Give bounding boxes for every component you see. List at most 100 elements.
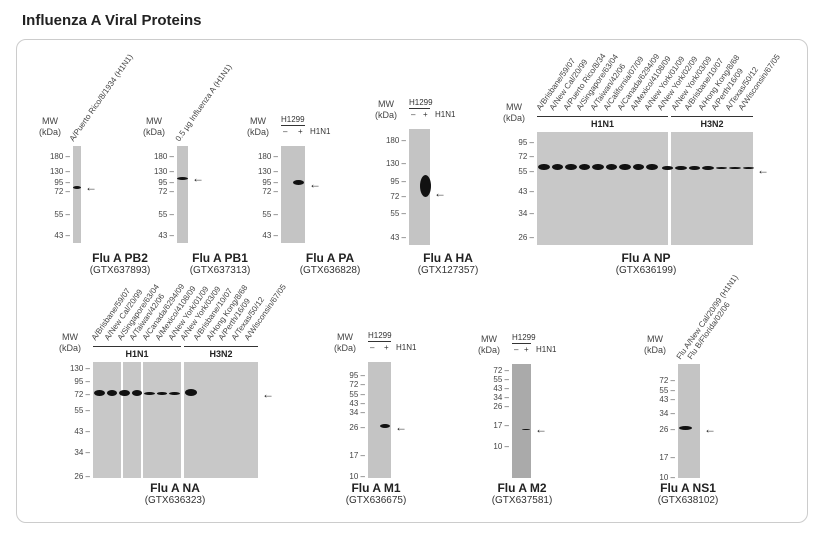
lane-divider bbox=[121, 362, 123, 478]
plus-label: + bbox=[384, 343, 389, 352]
protein-band bbox=[578, 164, 590, 170]
group-label: H1N1 bbox=[537, 116, 668, 129]
mw-tick-label: 43 – bbox=[54, 231, 70, 240]
mw-tick-label: 34 – bbox=[659, 409, 675, 418]
protein-band bbox=[729, 167, 741, 169]
mw-tick-label: 72 – bbox=[158, 187, 174, 196]
mw-tick-label: 55 – bbox=[74, 406, 90, 415]
blot-image bbox=[537, 132, 753, 245]
mw-tick-label: 34 – bbox=[518, 209, 534, 218]
blot-image bbox=[512, 364, 531, 478]
cell-line-underline bbox=[368, 341, 391, 342]
protein-band bbox=[742, 167, 754, 169]
mw-tick-label: 34 – bbox=[493, 393, 509, 402]
mw-tick-label: 55 – bbox=[158, 210, 174, 219]
mw-label: MW bbox=[506, 102, 522, 112]
virus-label: H1N1 bbox=[396, 343, 417, 352]
mw-label: MW bbox=[481, 334, 497, 344]
mw-tick-label: 95 – bbox=[262, 178, 278, 187]
virus-label: H1N1 bbox=[536, 345, 557, 354]
panel-title: Flu A HA bbox=[423, 251, 473, 265]
blot-image bbox=[409, 129, 430, 245]
mw-tick-label: 130 – bbox=[49, 167, 70, 176]
protein-band bbox=[661, 166, 673, 170]
mw-tick-label: 43 – bbox=[349, 399, 365, 408]
blot-image bbox=[368, 362, 391, 478]
page-title: Influenza A Viral Proteins bbox=[22, 12, 202, 29]
panel-title: Flu A M2 bbox=[497, 481, 547, 495]
band-arrow: ← bbox=[434, 186, 446, 200]
mw-tick-label: 10 – bbox=[349, 472, 365, 481]
kda-label: (kDa) bbox=[478, 345, 500, 355]
panel-title: Flu A PA bbox=[305, 251, 355, 265]
protein-band bbox=[551, 164, 563, 170]
catalog-number: (GTX127357) bbox=[417, 265, 479, 276]
protein-band bbox=[538, 164, 550, 170]
mw-label: MW bbox=[146, 116, 162, 126]
catalog-number: (GTX637313) bbox=[189, 265, 251, 276]
protein-band bbox=[605, 164, 617, 170]
mw-tick-label: 55 – bbox=[349, 390, 365, 399]
catalog-number: (GTX637893) bbox=[89, 265, 151, 276]
mw-tick-label: 43 – bbox=[158, 231, 174, 240]
mw-tick-label: 43 – bbox=[659, 395, 675, 404]
mw-tick-label: 34 – bbox=[74, 448, 90, 457]
protein-band bbox=[522, 428, 530, 430]
mw-tick-label: 55 – bbox=[518, 167, 534, 176]
group-label: H1N1 bbox=[93, 346, 181, 359]
kda-label: (kDa) bbox=[39, 127, 61, 137]
mw-tick-label: 43 – bbox=[262, 231, 278, 240]
kda-label: (kDa) bbox=[644, 345, 666, 355]
mw-tick-label: 43 – bbox=[390, 233, 406, 242]
virus-label: H1N1 bbox=[435, 110, 456, 119]
protein-band bbox=[106, 390, 118, 396]
mw-tick-label: 26 – bbox=[518, 233, 534, 242]
mw-tick-label: 43 – bbox=[493, 384, 509, 393]
mw-tick-label: 72 – bbox=[74, 390, 90, 399]
mw-tick-label: 26 – bbox=[493, 402, 509, 411]
catalog-number: (GTX636675) bbox=[345, 495, 407, 506]
panel-title: Flu A PB2 bbox=[92, 251, 148, 265]
mw-tick-label: 34 – bbox=[349, 408, 365, 417]
mw-tick-label: 72 – bbox=[349, 380, 365, 389]
mw-tick-label: 55 – bbox=[659, 386, 675, 395]
group-label: H3N2 bbox=[671, 116, 753, 129]
band-arrow: ← bbox=[395, 420, 407, 434]
kda-label: (kDa) bbox=[247, 127, 269, 137]
mw-label: MW bbox=[42, 116, 58, 126]
panel-title: Flu A NA bbox=[150, 481, 200, 495]
mw-label: MW bbox=[250, 116, 266, 126]
blot-image bbox=[73, 146, 81, 243]
virus-label: H1N1 bbox=[310, 127, 331, 136]
mw-tick-label: 26 – bbox=[74, 472, 90, 481]
minus-label: – bbox=[514, 345, 519, 354]
band-arrow: ← bbox=[85, 180, 97, 194]
panel-title: Flu A M1 bbox=[351, 481, 401, 495]
lane-divider bbox=[668, 132, 671, 245]
kda-label: (kDa) bbox=[59, 343, 81, 353]
protein-band bbox=[675, 166, 687, 170]
kda-label: (kDa) bbox=[143, 127, 165, 137]
mw-tick-label: 55 – bbox=[54, 210, 70, 219]
protein-band bbox=[592, 164, 604, 170]
band-arrow: ← bbox=[262, 387, 274, 401]
cell-line-label: H1299 bbox=[409, 98, 433, 107]
protein-band bbox=[420, 175, 431, 197]
catalog-number: (GTX636323) bbox=[144, 495, 206, 506]
protein-band bbox=[646, 164, 658, 170]
protein-band bbox=[119, 390, 130, 396]
lane-divider bbox=[141, 362, 143, 478]
mw-tick-label: 72 – bbox=[262, 187, 278, 196]
mw-tick-label: 26 – bbox=[349, 423, 365, 432]
figure-frame bbox=[16, 39, 808, 523]
mw-tick-label: 95 – bbox=[158, 178, 174, 187]
mw-tick-label: 180 – bbox=[153, 152, 174, 161]
protein-band bbox=[380, 424, 390, 428]
protein-band bbox=[632, 164, 644, 170]
plus-label: + bbox=[524, 345, 529, 354]
cell-line-label: H1299 bbox=[281, 115, 305, 124]
group-label: H3N2 bbox=[184, 346, 258, 359]
mw-tick-label: 17 – bbox=[349, 451, 365, 460]
protein-band bbox=[679, 426, 692, 430]
protein-band bbox=[144, 391, 155, 395]
